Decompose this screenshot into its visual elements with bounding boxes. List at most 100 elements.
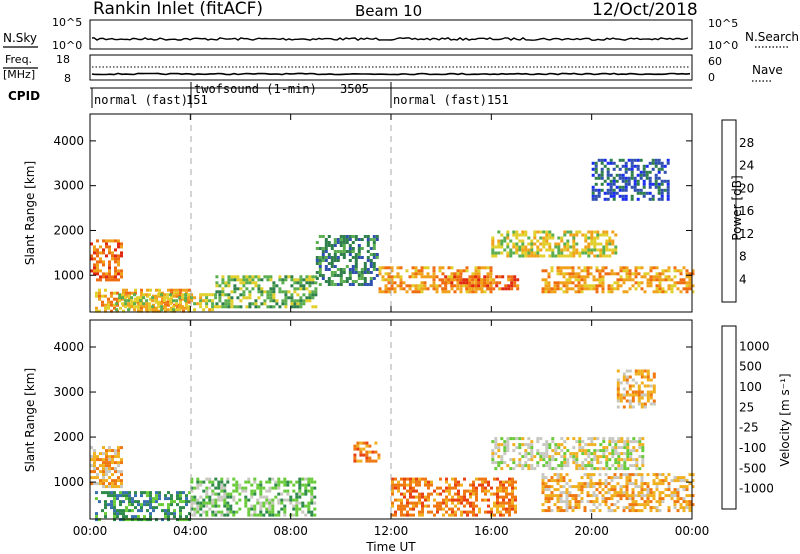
echo-cell: [569, 452, 573, 456]
echo-cell: [652, 275, 656, 279]
echo-cell: [307, 489, 311, 493]
echo-cell: [629, 452, 633, 456]
echo-cell: [295, 501, 299, 505]
echo-cell: [636, 179, 640, 183]
echo-cell: [351, 265, 355, 268]
echo-cell: [614, 452, 618, 456]
echo-cell: [593, 242, 597, 246]
echo-cell: [610, 476, 614, 480]
echo-cell: [640, 266, 644, 270]
echo-cell: [310, 498, 314, 502]
echo-cell: [238, 486, 242, 490]
echo-cell: [571, 281, 575, 285]
echo-cell: [99, 260, 102, 264]
echo-cell: [296, 302, 300, 306]
echo-cell: [631, 396, 635, 400]
echo-cell: [550, 476, 554, 480]
echo-cell: [594, 167, 598, 171]
echo-cell: [110, 494, 113, 498]
echo-cell: [589, 287, 593, 291]
echo-cell: [324, 256, 328, 259]
echo-cell: [502, 498, 505, 502]
echo-cell: [597, 191, 601, 195]
echo-cell: [541, 473, 545, 477]
echo-cell: [568, 500, 572, 504]
echo-cell: [578, 446, 582, 450]
echo-cell: [601, 284, 605, 288]
echo-cell: [384, 266, 388, 270]
echo-cell: [236, 275, 240, 279]
echo-cell: [293, 299, 297, 303]
echo-cell: [98, 288, 101, 292]
echo-cell: [266, 305, 270, 309]
echo-cell: [277, 498, 281, 502]
echo-cell: [544, 281, 548, 285]
echo-cell: [587, 437, 591, 441]
echo-cell: [556, 287, 560, 291]
echo-cell: [626, 458, 630, 462]
echo-cell: [110, 294, 113, 298]
echo-cell: [412, 504, 415, 508]
echo-cell: [179, 497, 182, 501]
echo-cell: [104, 306, 107, 310]
echo-cell: [572, 446, 576, 450]
echo-cell: [405, 269, 409, 273]
echo-cell: [509, 458, 513, 462]
echo-cell: [594, 164, 598, 168]
echo-cell: [640, 396, 644, 400]
echo-cell: [666, 185, 670, 189]
echo-cell: [602, 440, 606, 444]
echo-cell: [614, 446, 618, 450]
echo-cell: [397, 483, 400, 487]
echo-cell: [512, 449, 516, 453]
echo-cell: [667, 269, 671, 273]
nsky-tick-lo: 10^0: [52, 39, 82, 52]
echo-cell: [593, 443, 597, 447]
echo-cell: [351, 268, 355, 271]
echo-cell: [559, 485, 563, 489]
echo-cell: [356, 441, 360, 445]
echo-cell: [311, 293, 315, 297]
echo-cell: [117, 446, 120, 450]
echo-cell: [544, 290, 548, 294]
echo-cell: [348, 238, 352, 241]
echo-cell: [244, 480, 248, 484]
echo-cell: [578, 464, 582, 468]
echo-cell: [424, 483, 427, 487]
echo-cell: [459, 275, 463, 279]
echo-cell: [617, 458, 621, 462]
echo-cell: [581, 446, 585, 450]
echo-cell: [412, 495, 415, 499]
echo-cell: [405, 290, 409, 294]
echo-cell: [107, 297, 110, 301]
echo-cell: [589, 284, 593, 288]
echo-cell: [110, 503, 113, 507]
echo-cell: [688, 506, 692, 510]
echo-cell: [581, 461, 585, 465]
echo-cell: [114, 266, 117, 270]
echo-cell: [111, 479, 114, 483]
echo-cell: [497, 230, 501, 234]
echo-cell: [223, 501, 227, 505]
echo-cell: [339, 280, 343, 283]
echo-cell: [421, 510, 424, 514]
echo-cell: [384, 272, 388, 276]
echo-cell: [448, 489, 451, 493]
echo-cell: [290, 284, 294, 288]
echo-cell: [353, 447, 357, 451]
echo-cell: [648, 197, 652, 201]
echo-cell: [508, 513, 511, 517]
echo-cell: [108, 455, 111, 459]
echo-cell: [266, 290, 270, 294]
echo-cell: [122, 491, 125, 495]
echo-cell: [185, 518, 188, 522]
echo-cell: [512, 245, 516, 249]
echo-cell: [621, 164, 625, 168]
nsearch-tick-hi: 10^5: [708, 17, 738, 30]
echo-cell: [600, 173, 604, 177]
echo-cell: [474, 287, 478, 291]
echo-cell: [451, 495, 454, 499]
echo-cell: [484, 492, 487, 496]
echo-cell: [578, 437, 582, 441]
echo-cell: [497, 464, 501, 468]
